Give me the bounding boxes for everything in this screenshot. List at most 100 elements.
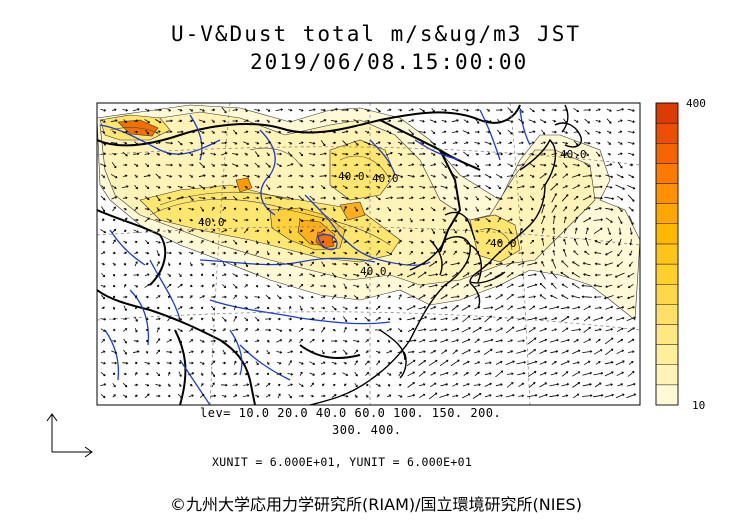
wind-vector-head xyxy=(345,143,348,146)
wind-vector-head xyxy=(103,361,106,365)
wind-vector xyxy=(122,151,128,157)
wind-vector-head xyxy=(521,284,525,287)
wind-vector xyxy=(287,351,293,353)
wind-vector-head xyxy=(422,163,426,167)
wind-vector-head xyxy=(333,372,336,376)
wind-vector-head xyxy=(157,153,160,156)
wind-vector-head xyxy=(168,316,171,319)
wind-vector xyxy=(144,273,150,277)
wind-vector xyxy=(516,361,526,365)
wind-vector xyxy=(156,228,160,234)
wind-vector-head xyxy=(533,295,536,299)
wind-vector-head xyxy=(556,338,559,342)
wind-vector xyxy=(408,351,414,353)
wind-vector xyxy=(265,394,271,398)
wind-vector-head xyxy=(146,262,149,266)
legend-levels-line2: 300. 400. xyxy=(332,423,402,437)
wind-vector-head xyxy=(267,153,270,157)
wind-vector xyxy=(123,305,127,311)
wind-vector-head xyxy=(146,241,150,245)
wind-vector-head xyxy=(224,295,227,299)
wind-vector-head xyxy=(267,175,271,178)
wind-vector-head xyxy=(158,384,162,387)
wind-vector-head xyxy=(376,230,380,233)
wind-vector-head xyxy=(103,143,107,146)
wind-vector xyxy=(364,272,370,278)
wind-vector xyxy=(582,285,592,287)
wind-vector-head xyxy=(378,197,381,201)
wind-vector-head xyxy=(211,273,215,277)
wind-vector-head xyxy=(631,222,634,226)
wind-vector-head xyxy=(443,207,446,210)
wind-vector-head xyxy=(455,240,458,244)
wind-vector-head xyxy=(212,120,215,123)
wind-vector-head xyxy=(246,273,249,277)
wind-vector-head xyxy=(179,274,182,278)
wind-vector-head xyxy=(102,262,106,266)
wind-vector xyxy=(517,296,525,298)
wind-vector-head xyxy=(289,142,293,145)
wind-vector-head xyxy=(521,130,525,134)
wind-vector xyxy=(605,174,613,178)
wind-vector xyxy=(430,318,436,320)
wind-vector xyxy=(354,206,358,212)
wind-vector xyxy=(485,295,491,299)
wind-vector xyxy=(132,108,140,112)
wind-vector xyxy=(210,229,216,233)
wind-vector xyxy=(628,361,634,365)
wind-vector-head xyxy=(137,350,140,353)
wind-vector-head xyxy=(412,327,415,331)
wind-vector-head xyxy=(334,240,337,244)
wind-vector xyxy=(243,228,249,234)
wind-vector xyxy=(563,249,567,257)
wind-vector-head xyxy=(366,218,370,222)
wind-vector-head xyxy=(556,305,560,309)
wind-vector xyxy=(475,162,479,168)
wind-vector-head xyxy=(136,230,139,233)
wind-vector-head xyxy=(324,207,327,211)
wind-vector xyxy=(561,350,569,354)
wind-vector-head xyxy=(511,272,514,275)
wind-vector xyxy=(321,261,325,267)
wind-vector xyxy=(539,317,547,321)
wind-vector xyxy=(595,240,601,244)
wind-vector-head xyxy=(489,262,492,265)
wind-vector xyxy=(541,215,545,225)
wind-vector-head xyxy=(411,185,414,189)
wind-vector-head xyxy=(476,230,479,233)
wind-vector xyxy=(605,217,613,223)
wind-vector-head xyxy=(234,315,237,319)
wind-vector xyxy=(541,261,545,267)
wind-vector-head xyxy=(554,108,557,112)
wind-vector xyxy=(616,174,624,178)
wind-vector-head xyxy=(311,185,315,189)
wind-vector-head xyxy=(181,130,184,134)
wind-vector-head xyxy=(278,119,282,123)
wind-vector xyxy=(441,119,447,123)
wind-vector xyxy=(144,393,150,399)
wind-vector-head xyxy=(399,153,403,156)
wind-vector-head xyxy=(102,175,106,178)
wind-vector xyxy=(583,262,591,266)
wind-vector xyxy=(386,350,392,354)
wind-vector-head xyxy=(454,186,457,189)
wind-vector-head xyxy=(632,186,636,190)
wind-vector-head xyxy=(454,197,457,200)
graticule xyxy=(97,103,640,405)
wind-vector-head xyxy=(540,270,543,273)
wind-vector-head xyxy=(444,108,448,112)
wind-vector-head xyxy=(168,274,172,277)
wind-vector-head xyxy=(388,218,391,222)
wind-vector-head xyxy=(632,350,635,354)
colorbar-segment xyxy=(655,163,679,184)
wind-vector-head xyxy=(412,394,416,397)
wind-vector-head xyxy=(410,250,413,254)
wind-vector-head xyxy=(589,350,593,353)
wind-vector-head xyxy=(560,271,563,275)
colorbar-max-label: 400 xyxy=(686,97,706,110)
wind-vector xyxy=(255,251,259,255)
wind-vector xyxy=(539,306,547,310)
wind-vector-head xyxy=(157,208,160,212)
wind-vector-head xyxy=(113,239,116,242)
